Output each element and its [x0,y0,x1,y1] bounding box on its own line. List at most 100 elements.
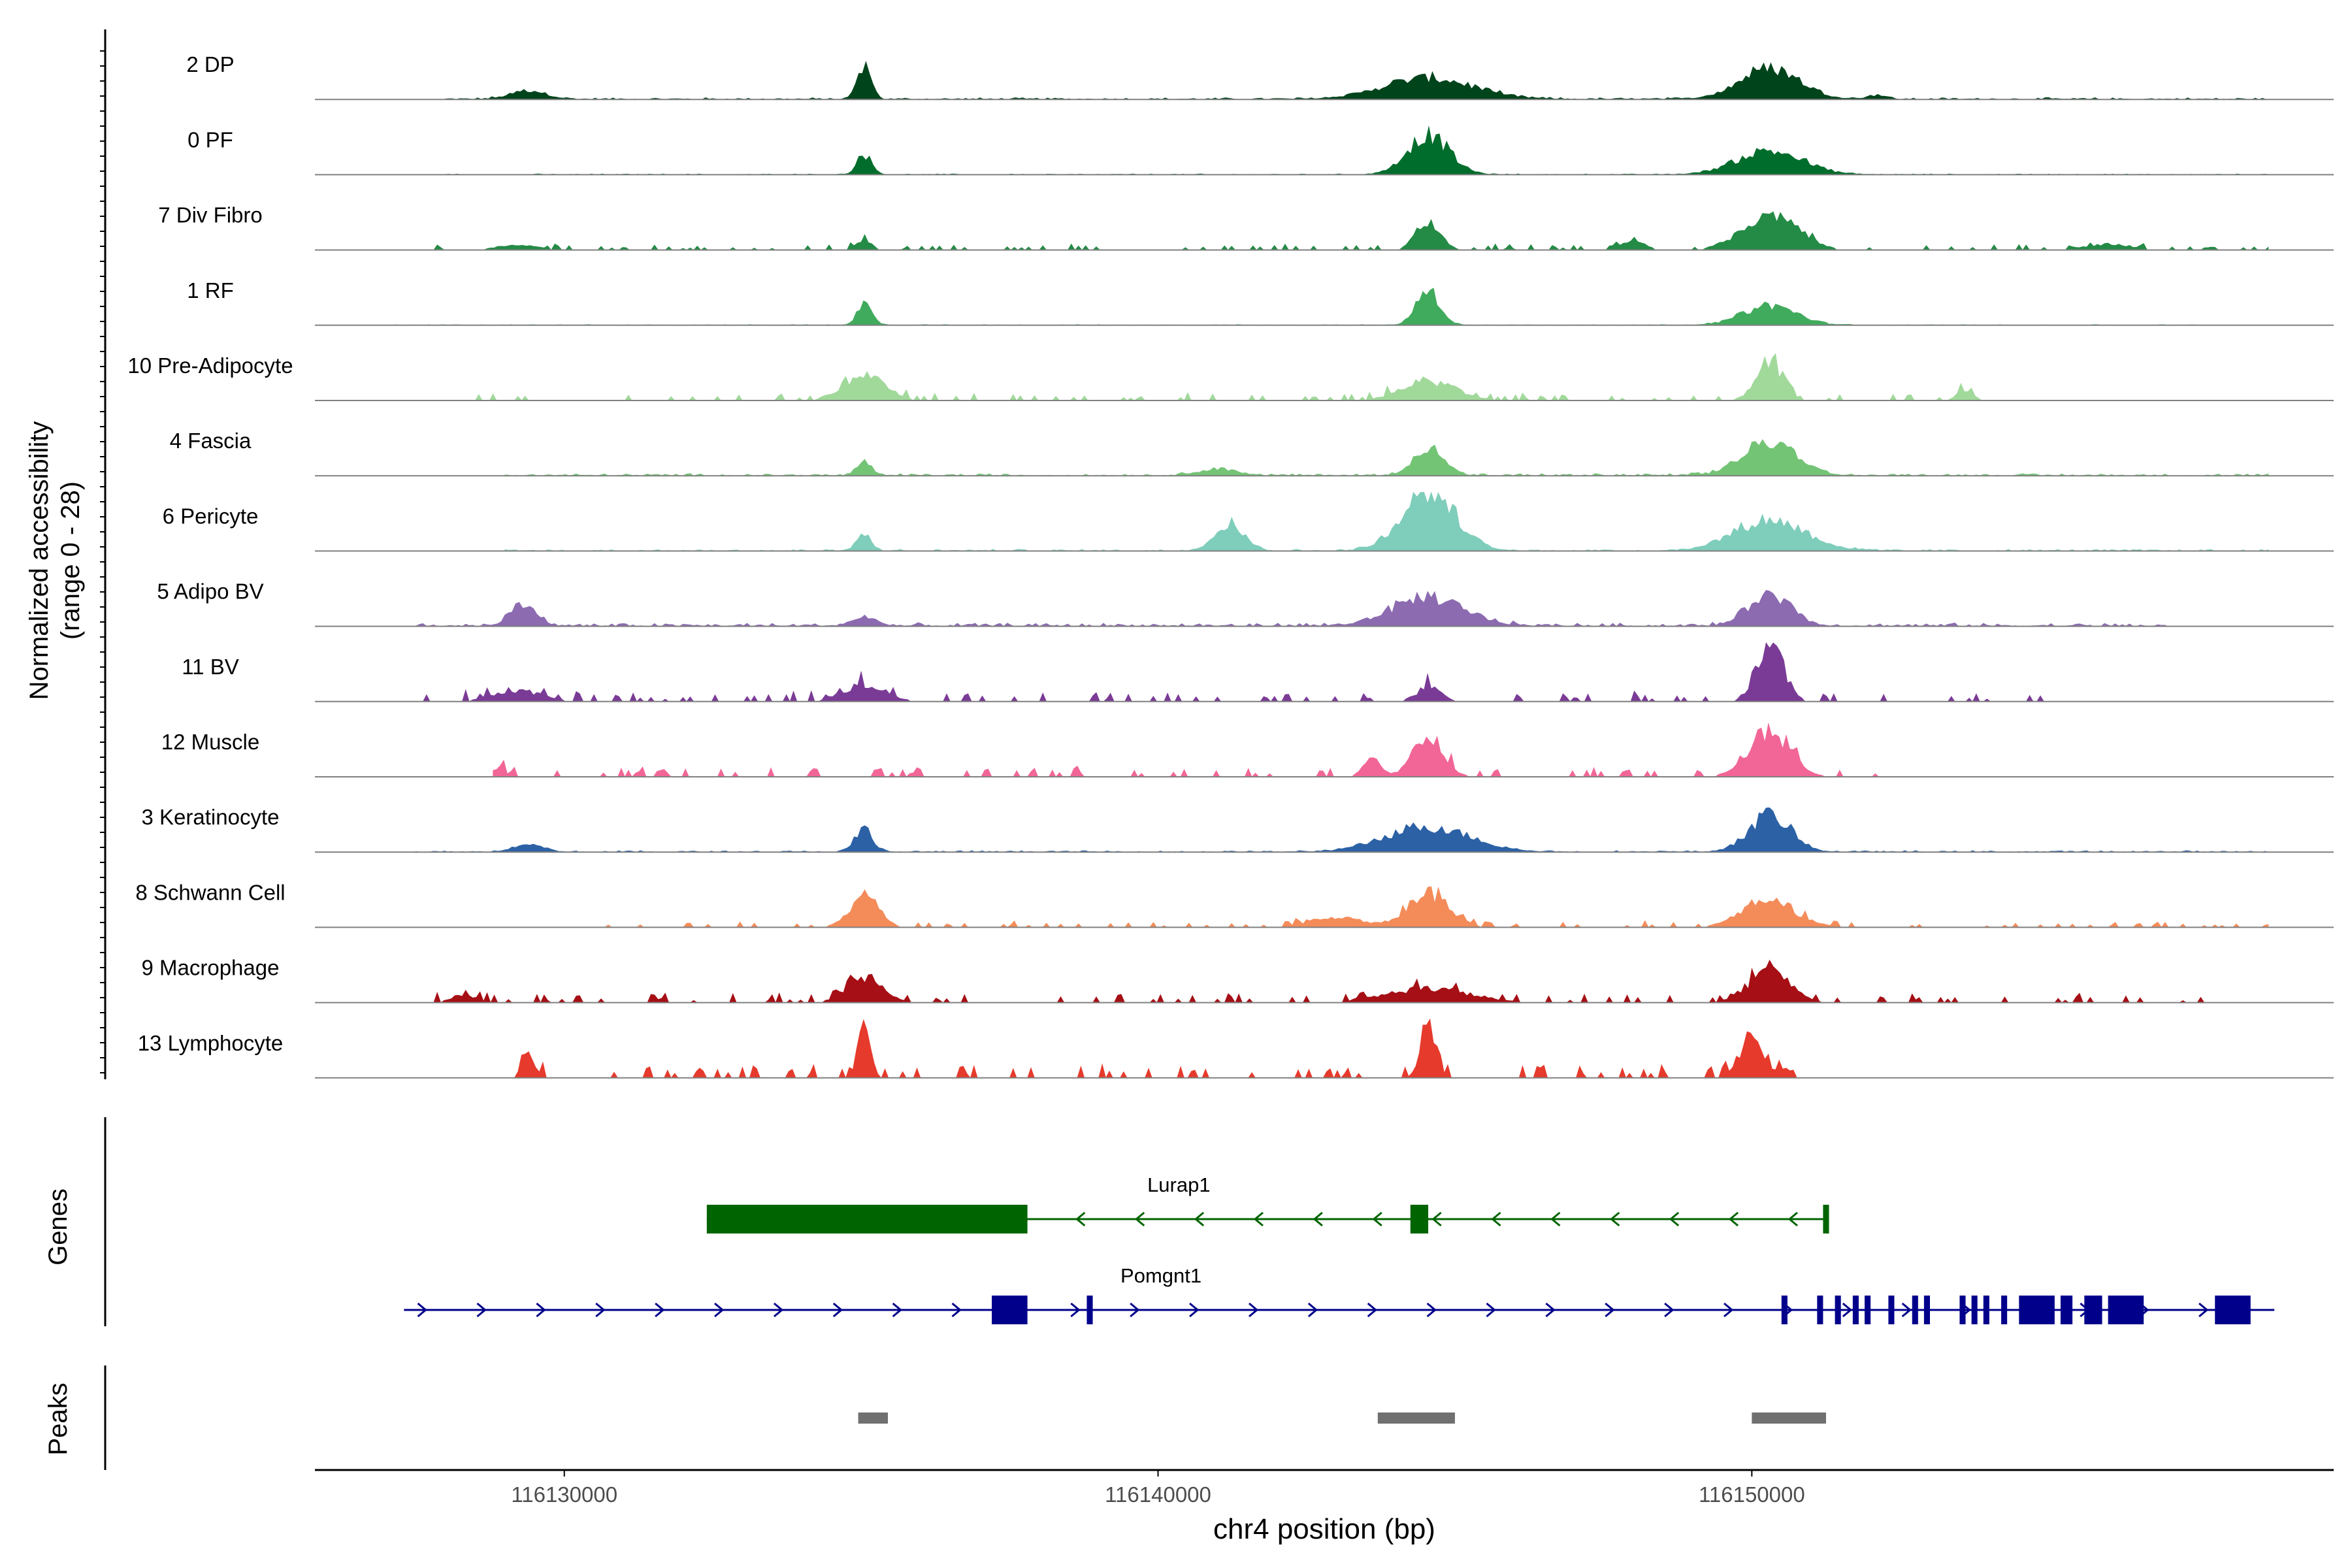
strand-arrow [536,1302,546,1318]
coverage-area [493,1018,1812,1079]
track-label: 11 BV [182,655,238,679]
gene-exon [992,1296,1028,1324]
strand-arrow [1669,1211,1680,1227]
strand-arrow [1253,1211,1264,1227]
coverage-area [433,211,2269,251]
peak-region [858,1413,889,1424]
track-3-keratinocyte: 3 Keratinocyte [142,805,2334,853]
track-11-bv: 11 BV [182,642,2334,702]
gene-name: Pomgnt1 [1120,1264,1201,1287]
coverage-area [416,589,2168,627]
gene-exon [2215,1296,2251,1324]
strand-arrow [1070,1302,1081,1318]
strand-arrow [1426,1302,1437,1318]
strand-arrow [1130,1302,1140,1318]
gene-exon [2019,1296,2055,1324]
gene-exon [1823,1205,1829,1233]
gene-exon [1410,1205,1429,1233]
strand-arrow [832,1302,843,1318]
gene-exon [1923,1296,1930,1324]
gene-exon [1971,1296,1978,1324]
x-tick-label: 116150000 [1699,1482,1805,1507]
strand-arrow [1372,1211,1382,1227]
gene-exon [1959,1296,1966,1324]
x-tick-label: 116130000 [511,1482,617,1507]
strand-arrow [1189,1302,1200,1318]
track-label: 2 DP [186,52,234,76]
track-label: 10 Pre-Adipocyte [127,353,293,378]
gene-exon [1888,1296,1895,1324]
strand-arrow [1901,1302,1912,1318]
strand-arrow [892,1302,902,1318]
gene-exon [1983,1296,1989,1324]
track-9-macrophage: 9 Macrophage [142,956,2334,1004]
coverage-area [416,807,2269,853]
track-label: 3 Keratinocyte [142,805,280,829]
coverage-area [385,287,2269,326]
peak-region [1377,1413,1455,1424]
gene-exon [706,1205,1028,1233]
strand-arrow [1842,1302,1853,1318]
strand-arrow [1313,1211,1323,1227]
y-axis-title-line1: Normalized accessibility [25,421,54,700]
strand-arrow [773,1302,784,1318]
coverage-area [474,353,1989,401]
strand-arrow [1664,1302,1674,1318]
track-label: 0 PF [188,127,233,152]
strand-arrow [1134,1211,1145,1227]
coverage-area [445,126,2269,175]
track-label: 13 Lymphocyte [138,1031,284,1055]
track-label: 4 Fascia [170,429,252,453]
track-1-rf: 1 RF [187,278,2334,326]
track-7-div-fibro: 7 Div Fibro [158,203,2334,251]
track-12-muscle: 12 Muscle [161,723,2334,777]
strand-arrow [1545,1302,1556,1318]
track-4-fascia: 4 Fascia [170,429,2334,477]
strand-arrow [1605,1302,1615,1318]
gene-exon [1865,1296,1871,1324]
strand-arrow [1194,1211,1205,1227]
gene-exon [1852,1296,1859,1324]
track-label: 1 RF [187,278,234,302]
gene-exon [1781,1296,1788,1324]
strand-arrow [951,1302,962,1318]
strand-arrow [2198,1302,2209,1318]
strand-arrow [1075,1211,1086,1227]
strand-arrow [1550,1211,1561,1227]
track-6-pericyte: 6 Pericyte [163,491,2334,552]
track-label: 8 Schwann Cell [135,880,285,904]
strand-arrow [476,1302,487,1318]
strand-arrow [1788,1211,1798,1227]
strand-arrow [595,1302,606,1318]
coverage-area [504,491,2269,551]
track-label: 6 Pericyte [163,504,259,528]
gene-pomgnt1: Pomgnt1 [404,1264,2275,1324]
x-axis-title: chr4 position (bp) [1213,1513,1435,1545]
gene-exon [1086,1296,1093,1324]
gene-name: Lurap1 [1147,1173,1211,1196]
strand-arrow [1723,1302,1734,1318]
track-0-pf: 0 PF [188,126,2334,176]
track-label: 12 Muscle [161,730,259,754]
gene-lurap1: Lurap1 [706,1173,1829,1233]
strand-arrow [714,1302,725,1318]
gene-exon [2001,1296,2008,1324]
gene-exon [1817,1296,1823,1324]
strand-arrow [1307,1302,1318,1318]
track-5-adipo-bv: 5 Adipo BV [157,580,2334,627]
gene-exon [2084,1296,2102,1324]
track-label: 7 Div Fibro [158,203,263,227]
peak-region [1752,1413,1826,1424]
track-8-schwann-cell: 8 Schwann Cell [135,880,2334,928]
peaks-panel-label: Peaks [44,1382,73,1455]
coverage-area [416,959,2227,1004]
coverage-area [504,439,2269,476]
strand-arrow [1367,1302,1378,1318]
coverage-area [594,886,2269,928]
strand-arrow [1431,1211,1442,1227]
gene-exon [2108,1296,2144,1324]
strand-arrow [1486,1302,1496,1318]
gene-exon [1912,1296,1918,1324]
strand-arrow [1248,1302,1259,1318]
y-axis-title-line2: (range 0 - 28) [56,482,85,640]
